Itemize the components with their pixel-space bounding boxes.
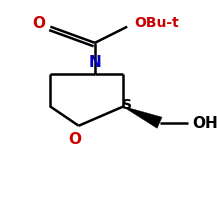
Text: O: O	[68, 131, 81, 146]
Text: N: N	[89, 55, 101, 70]
Text: OH: OH	[192, 116, 217, 131]
Polygon shape	[123, 107, 162, 129]
Text: OBu-t: OBu-t	[134, 16, 179, 30]
Text: O: O	[33, 16, 46, 31]
Text: S: S	[122, 97, 132, 111]
